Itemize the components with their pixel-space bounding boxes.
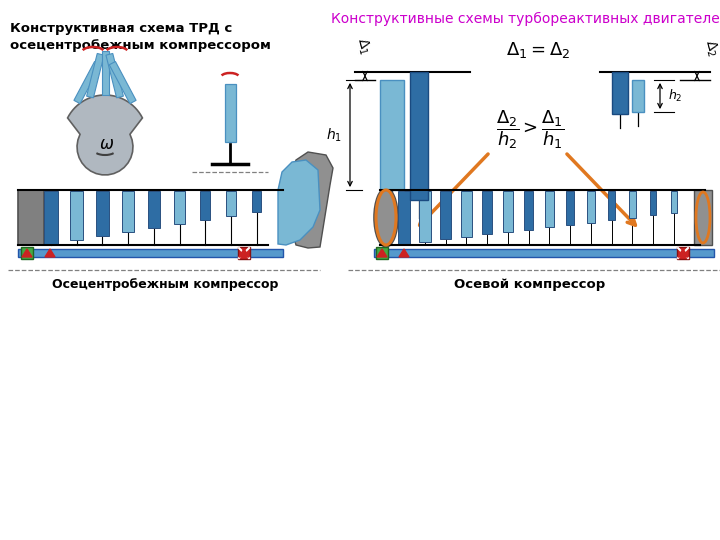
Polygon shape <box>612 72 628 114</box>
Polygon shape <box>374 249 714 257</box>
Polygon shape <box>280 152 333 248</box>
Polygon shape <box>629 191 636 218</box>
Ellipse shape <box>374 188 398 247</box>
Polygon shape <box>174 191 185 224</box>
Polygon shape <box>524 191 533 230</box>
Text: $\dfrac{\Delta_2}{h_2} > \dfrac{\Delta_1}{h_1}$: $\dfrac{\Delta_2}{h_2} > \dfrac{\Delta_1… <box>496 109 564 151</box>
Polygon shape <box>671 191 677 213</box>
Polygon shape <box>96 191 109 236</box>
Polygon shape <box>252 191 261 212</box>
Polygon shape <box>86 53 104 98</box>
Polygon shape <box>482 191 492 234</box>
Polygon shape <box>608 191 615 220</box>
Polygon shape <box>239 249 249 257</box>
Polygon shape <box>377 249 387 257</box>
Text: $\Delta_2$: $\Delta_2$ <box>701 37 720 58</box>
Polygon shape <box>677 247 689 259</box>
Text: Конструктивные схемы турбореактивных двигателей: Конструктивные схемы турбореактивных дви… <box>331 12 720 26</box>
Polygon shape <box>461 191 472 237</box>
Polygon shape <box>410 72 428 200</box>
Text: $\Delta_1 = \Delta_2$: $\Delta_1 = \Delta_2$ <box>506 40 570 60</box>
Polygon shape <box>419 191 431 241</box>
Text: $h_1$: $h_1$ <box>326 126 342 144</box>
Polygon shape <box>380 80 404 190</box>
Polygon shape <box>650 191 656 215</box>
Polygon shape <box>278 160 320 245</box>
Polygon shape <box>587 191 595 222</box>
Polygon shape <box>398 191 410 244</box>
Polygon shape <box>503 191 513 232</box>
Polygon shape <box>399 249 409 257</box>
Polygon shape <box>238 247 250 259</box>
Polygon shape <box>122 191 134 232</box>
Polygon shape <box>148 191 160 228</box>
Polygon shape <box>225 84 236 142</box>
Text: ω: ω <box>100 135 114 153</box>
Text: Осецентробежным компрессор: Осецентробежным компрессор <box>52 278 278 291</box>
Polygon shape <box>70 191 84 240</box>
Text: Конструктивная схема ТРД с
осецентробежным компрессором: Конструктивная схема ТРД с осецентробежн… <box>10 22 271 52</box>
Polygon shape <box>18 190 44 245</box>
Polygon shape <box>376 247 388 259</box>
Polygon shape <box>678 249 688 257</box>
Polygon shape <box>44 191 58 244</box>
Text: Осевой компрессор: Осевой компрессор <box>454 278 606 291</box>
Polygon shape <box>440 191 451 239</box>
Polygon shape <box>74 62 101 104</box>
Polygon shape <box>22 249 32 257</box>
Polygon shape <box>21 247 33 259</box>
Polygon shape <box>18 249 283 257</box>
Polygon shape <box>632 80 644 112</box>
Polygon shape <box>106 53 123 98</box>
Text: $h_2$: $h_2$ <box>668 88 683 104</box>
Polygon shape <box>545 191 554 227</box>
Text: $\Delta_1$: $\Delta_1$ <box>353 36 373 56</box>
Polygon shape <box>68 95 143 175</box>
Polygon shape <box>694 190 712 245</box>
Polygon shape <box>45 249 55 257</box>
Polygon shape <box>102 51 109 95</box>
Polygon shape <box>566 191 574 225</box>
Polygon shape <box>109 62 136 104</box>
Polygon shape <box>200 191 210 220</box>
Polygon shape <box>226 191 236 216</box>
